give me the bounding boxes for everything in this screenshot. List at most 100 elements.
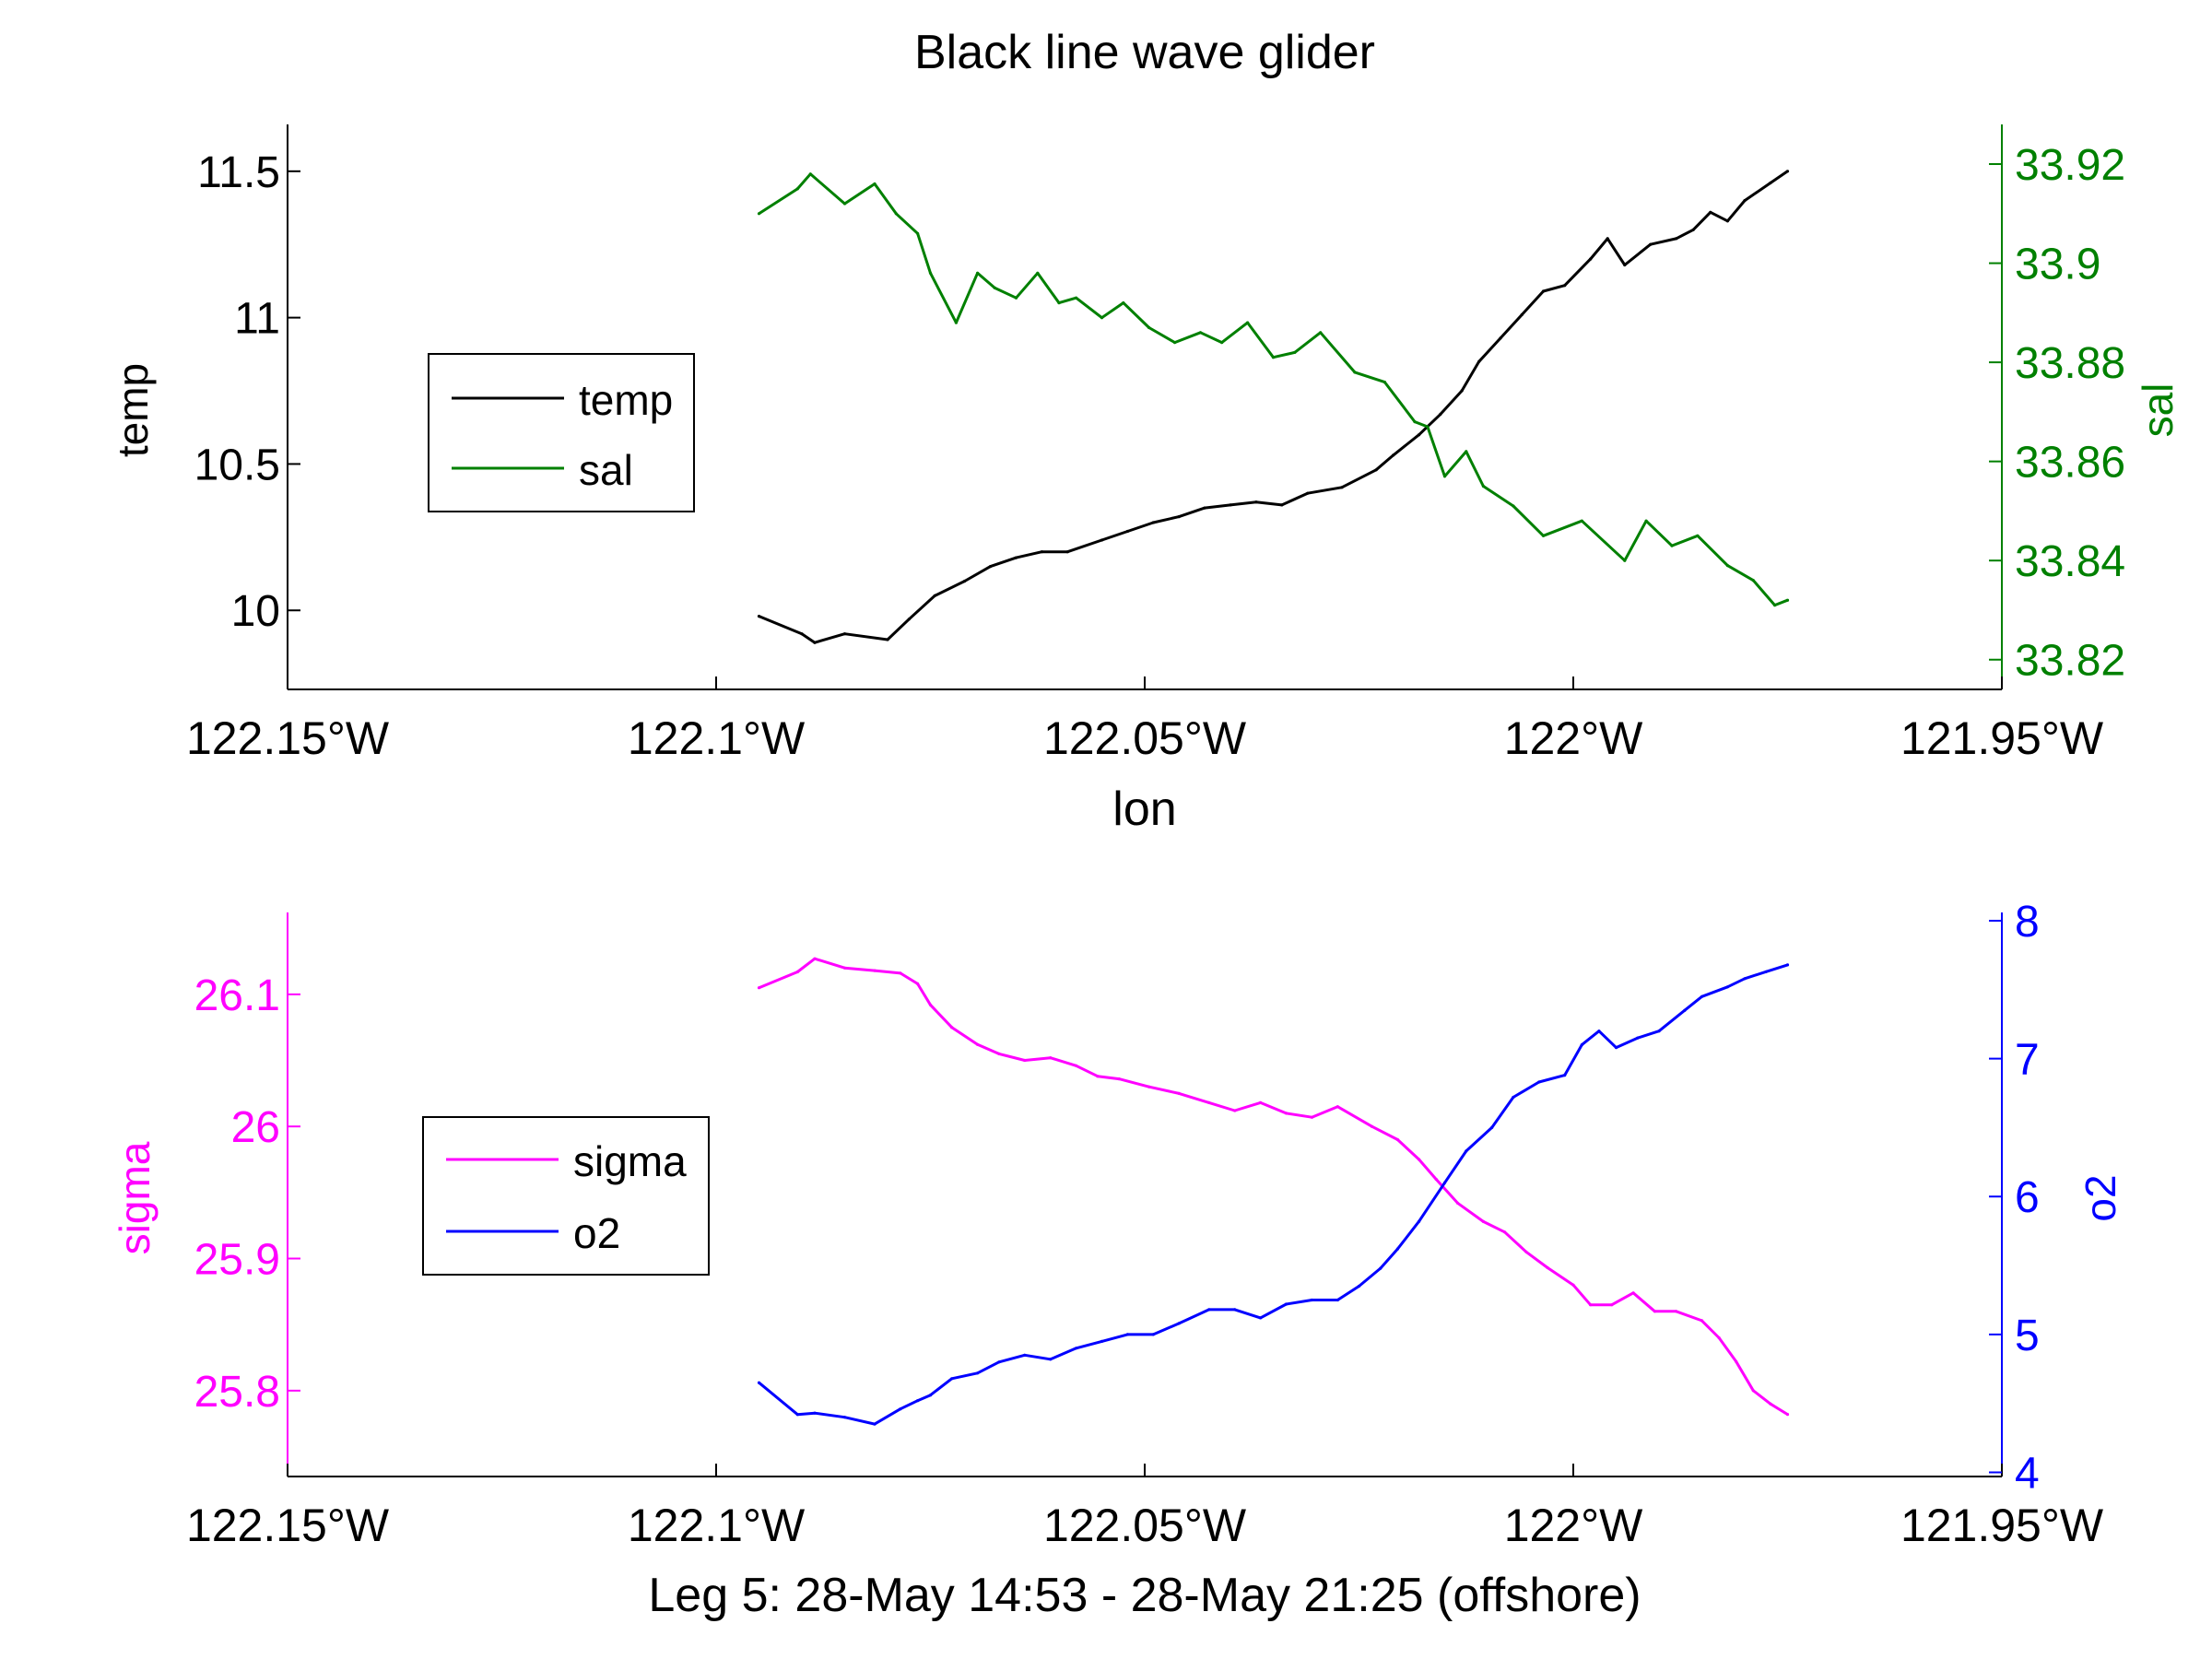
panel-bottom-x-tick-label: 122.1°W [628, 1500, 806, 1551]
panel-top-series-sal-point [1580, 519, 1583, 523]
panel-bottom-series-sigma-point [1735, 1359, 1738, 1363]
panel-bottom-x-tick-label: 122.15°W [186, 1500, 390, 1551]
panel-bottom-lines [757, 957, 1790, 1426]
panel-top-series-sal-point [1773, 604, 1777, 607]
panel-top-series-temp-point [1280, 503, 1284, 507]
panel-bottom-series-sigma-point [1571, 1283, 1575, 1287]
panel-bottom-right-tick-label: 6 [2015, 1173, 2040, 1222]
panel-top-series-temp-point [1460, 389, 1464, 393]
panel-top-series-temp-point [813, 641, 817, 644]
panel-top-series-sal-point [757, 212, 761, 216]
panel-bottom-series-sigma-point [1610, 1303, 1614, 1307]
panel-top-series-temp-point [1563, 284, 1567, 288]
panel-bottom-series-sigma-point [795, 970, 799, 974]
panel-top-series-temp-point [1606, 237, 1609, 241]
panel-bottom-series-sigma-point [1631, 1291, 1635, 1295]
panel-bottom-series-sigma-point [1310, 1115, 1313, 1119]
panel-top-series-temp-point [933, 594, 936, 598]
panel-bottom-series-sigma-point [1434, 1177, 1438, 1182]
panel-top: 122.15°W 122.1°W 122.05°W 122°W 121.95°W 10 10… [109, 124, 2182, 836]
panel-bottom-series-o2-point [842, 1416, 847, 1419]
panel-top-series-temp-point [1065, 550, 1069, 554]
panel-bottom-series-sigma-point [1546, 1265, 1549, 1270]
panel-top-series-temp-point [1125, 529, 1129, 534]
panel-bottom-series-o2-point [1049, 1358, 1053, 1361]
panel-bottom-series-o2-point [1207, 1308, 1211, 1312]
panel-bottom-series-sigma-point [1117, 1077, 1121, 1081]
panel-top-series-temp-point [1709, 210, 1712, 214]
panel-bottom-legend: sigma o2 [422, 1116, 710, 1276]
panel-bottom-series-o2-point [1357, 1284, 1361, 1288]
panel-bottom-series-o2-point [813, 1411, 817, 1415]
panel-top-series-sal-point [894, 212, 898, 216]
panel-bottom-series-sigma-point [1259, 1100, 1263, 1104]
panel-bottom-legend-label-o2: o2 [573, 1209, 620, 1257]
panel-top-series-sal-point [873, 182, 877, 186]
panel-bottom: 122.15°W 122.1°W 122.05°W 122°W 121.95°W 25.8… [111, 898, 2124, 1622]
panel-top-series-temp-point [1392, 453, 1395, 457]
panel-bottom-series-o2-point [1418, 1219, 1421, 1223]
panel-top-series-sal-point [1623, 559, 1627, 562]
panel-top-x-tick-label: 121.95°W [1900, 712, 2104, 764]
panel-bottom-series-o2-point [1177, 1322, 1181, 1325]
panel-bottom-series-o2-point [795, 1413, 799, 1417]
panel-top-series-sal-point [1014, 296, 1018, 300]
panel-top-series-temp-point [1477, 359, 1481, 363]
panel-bottom-series-o2-point [976, 1371, 980, 1375]
panel-top-series-sal-point [1271, 356, 1276, 359]
panel-top-series-sal-point [808, 172, 812, 176]
panel-bottom-series-sigma-point [873, 969, 877, 972]
panel-bottom-left-tick-label: 25.8 [194, 1368, 280, 1417]
panel-top-series-temp-point [1725, 219, 1729, 223]
panel-bottom-right-tick-label: 4 [2015, 1450, 2040, 1499]
panel-bottom-series-o2-point [1233, 1308, 1237, 1312]
panel-top-x-tick-label: 122.1°W [628, 712, 806, 764]
panel-top-series-sal-point [1644, 519, 1648, 523]
panel-bottom-x-tick-label: 122.05°W [1043, 1500, 1247, 1551]
panel-bottom-series-sigma-point [1096, 1075, 1100, 1078]
panel-bottom-x-tick-label: 122°W [1504, 1500, 1643, 1551]
panel-bottom-series-sigma-point [899, 971, 902, 975]
panel-top-series-sal-point [916, 231, 920, 235]
panel-top-series-temp-point [1520, 312, 1524, 317]
panel-top-series-sal-point [1512, 504, 1515, 508]
panel-bottom-series-sigma-point [1284, 1112, 1288, 1115]
panel-bottom-x-label: Leg 5: 28-May 14:53 - 28-May 21:25 (offs… [648, 1569, 1641, 1622]
panel-top-series-sal-point [1751, 579, 1755, 582]
panel-top-series-sal-point [1147, 325, 1151, 330]
panel-bottom-series-o2-point [1636, 1036, 1640, 1040]
panel-bottom-series-o2-point [1614, 1046, 1618, 1050]
panel-top-series-sal-point [976, 271, 980, 275]
panel-top-series-temp-point [1691, 228, 1695, 231]
panel-bottom-series-o2-point [1259, 1316, 1263, 1320]
panel-bottom-series-sigma-point [757, 986, 761, 990]
panel-bottom-series-o2-point [1580, 1043, 1583, 1047]
panel-bottom-series-o2-point [997, 1360, 1001, 1364]
panel-top-lines [757, 170, 1790, 644]
panel-bottom-series-o2-point [1465, 1149, 1468, 1153]
panel-top-series-sal-point [1075, 296, 1078, 300]
panel-bottom-series-o2-point [1657, 1030, 1661, 1033]
panel-top-series-temp-point [1743, 199, 1747, 203]
panel-bottom-series-sigma-point [997, 1052, 1001, 1055]
panel-top-series-temp-point [1306, 491, 1310, 495]
panel-top-series-temp-point [1374, 468, 1378, 472]
panel-bottom-right-tick-label: 7 [2015, 1036, 2040, 1085]
panel-bottom-series-sigma-point [1418, 1158, 1421, 1161]
panel-bottom-series-sigma-point [928, 1003, 933, 1006]
panel-top-series-sal-point [1541, 534, 1546, 537]
panel-bottom-series-o2-point [1075, 1347, 1078, 1350]
panel-top-series-temp-point [1418, 433, 1421, 437]
panel-bottom-ticks: 122.15°W 122.1°W 122.05°W 122°W 121.95°W 25.8… [186, 898, 2104, 1551]
panel-bottom-left-axis-label: sigma [111, 1141, 159, 1254]
panel-top-x-label: lon [1112, 782, 1176, 836]
panel-bottom-series-sigma-point [1481, 1219, 1485, 1223]
panel-bottom-series-sigma-point [842, 966, 847, 970]
panel-top-series-temp-point [1229, 503, 1232, 507]
panel-bottom-series-o2-point [928, 1394, 933, 1397]
panel-bottom-series-o2-point [950, 1377, 954, 1381]
panel-bottom-series-sigma-point [813, 957, 817, 960]
panel-bottom-series-sigma-point [1370, 1124, 1374, 1128]
panel-bottom-series-sigma-point [1751, 1389, 1755, 1393]
